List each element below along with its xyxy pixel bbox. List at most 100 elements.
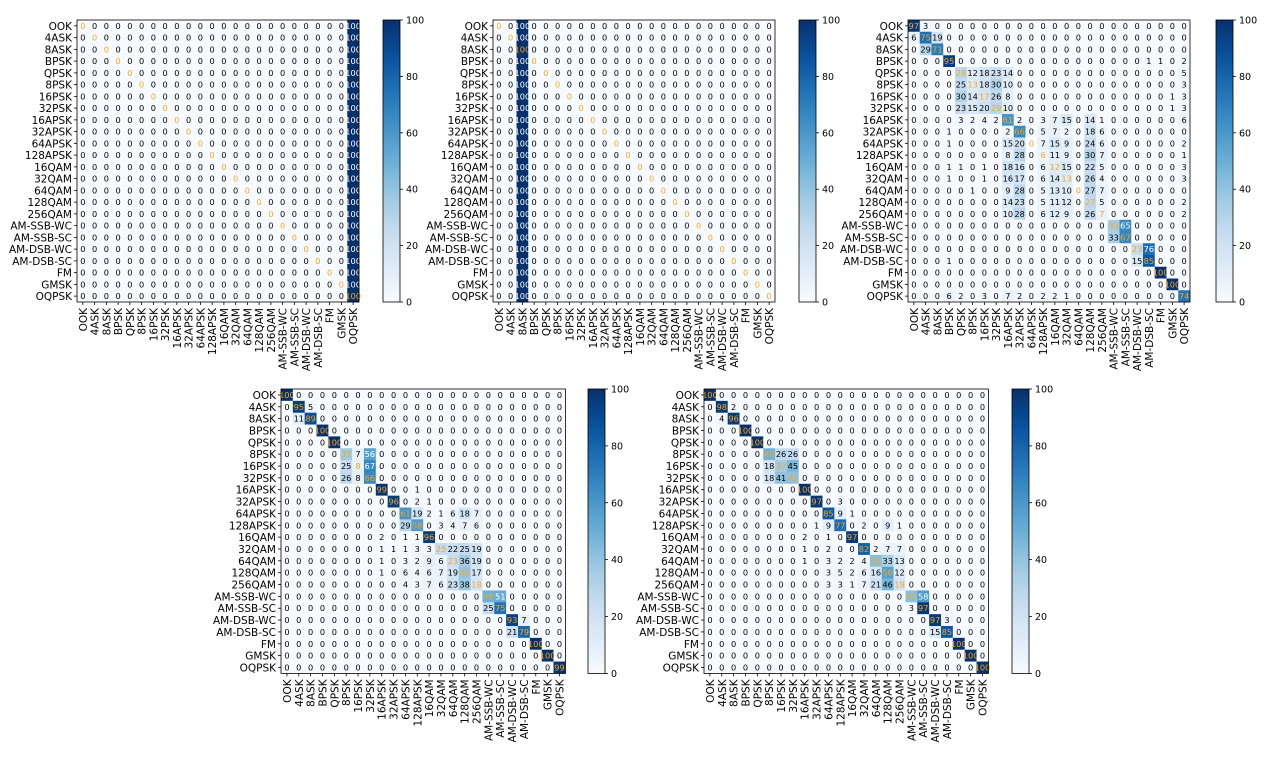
cell-value-label: 0 bbox=[1064, 268, 1069, 278]
cell-value-label: 0 bbox=[403, 603, 408, 613]
cell-value-label: 0 bbox=[92, 115, 97, 125]
cell-value-label: 100 bbox=[345, 256, 361, 266]
cell-value-label: 0 bbox=[104, 244, 109, 254]
cell-value-label: 0 bbox=[391, 568, 396, 578]
y-tick-label: 16PSK bbox=[243, 461, 277, 473]
cell-value-label: 0 bbox=[344, 615, 349, 625]
cell-value-label: 0 bbox=[308, 651, 313, 661]
cell-value-label: 0 bbox=[545, 461, 550, 471]
cell-value-label: 2 bbox=[1064, 127, 1069, 137]
cell-value-label: 0 bbox=[545, 568, 550, 578]
cell-value-label: 0 bbox=[139, 244, 144, 254]
cell-value-label: 18 bbox=[1003, 162, 1013, 172]
colorbar-tick-label: 20 bbox=[822, 241, 834, 252]
cell-value-label: 0 bbox=[1111, 256, 1116, 266]
cell-value-label: 0 bbox=[626, 103, 631, 113]
cell-value-label: 0 bbox=[720, 232, 725, 242]
cell-value-label: 0 bbox=[590, 21, 595, 31]
y-tick-label: AM-SSB-SC bbox=[14, 232, 72, 244]
cell-value-label: 0 bbox=[80, 232, 85, 242]
cell-value-label: 0 bbox=[708, 150, 713, 160]
cell-value-label: 0 bbox=[284, 544, 289, 554]
cell-value-label: 0 bbox=[304, 80, 309, 90]
y-tick-label: 32PSK bbox=[243, 473, 277, 485]
cell-value-label: 3 bbox=[415, 580, 420, 590]
cell-value-label: 0 bbox=[355, 520, 360, 530]
cell-value-label: 35 bbox=[1108, 221, 1118, 231]
cell-value-label: 0 bbox=[245, 185, 250, 195]
cell-value-label: 0 bbox=[1123, 138, 1128, 148]
y-tick-label: AM-DSB-WC bbox=[840, 244, 903, 256]
cell-value-label: 0 bbox=[355, 627, 360, 637]
cell-value-label: 12 bbox=[967, 68, 977, 78]
y-tick-label: OQPSK bbox=[36, 291, 74, 303]
cell-value-label: 0 bbox=[1123, 279, 1128, 289]
cell-value-label: 0 bbox=[731, 21, 736, 31]
cell-value-label: 0 bbox=[257, 80, 262, 90]
cell-value-label: 0 bbox=[1052, 91, 1057, 101]
cell-value-label: 0 bbox=[339, 291, 344, 301]
cell-value-label: 0 bbox=[367, 425, 372, 435]
cell-value-label: 0 bbox=[308, 390, 313, 400]
cell-value-label: 0 bbox=[533, 568, 538, 578]
cell-value-label: 0 bbox=[450, 449, 455, 459]
cell-value-label: 0 bbox=[614, 138, 619, 148]
cell-value-label: 0 bbox=[579, 279, 584, 289]
cell-value-label: 29 bbox=[400, 520, 410, 530]
cell-value-label: 0 bbox=[935, 127, 940, 137]
cell-value-label: 0 bbox=[626, 221, 631, 231]
cell-value-label: 0 bbox=[116, 115, 121, 125]
cell-value-label: 0 bbox=[1029, 80, 1034, 90]
cell-value-label: 0 bbox=[579, 256, 584, 266]
cell-value-label: 0 bbox=[1099, 80, 1104, 90]
y-tick-label: AM-SSB-WC bbox=[841, 221, 903, 233]
cell-value-label: 0 bbox=[708, 232, 713, 242]
cell-value-label: 0 bbox=[210, 291, 215, 301]
cell-value-label: 0 bbox=[245, 80, 250, 90]
cell-value-label: 0 bbox=[221, 80, 226, 90]
cell-value-label: 0 bbox=[367, 627, 372, 637]
cell-value-label: 0 bbox=[911, 80, 916, 90]
cell-value-label: 0 bbox=[755, 80, 760, 90]
cell-value-label: 0 bbox=[1135, 162, 1140, 172]
cell-value-label: 0 bbox=[649, 256, 654, 266]
cell-value-label: 0 bbox=[935, 232, 940, 242]
heatmap-cell bbox=[218, 67, 231, 80]
cell-value-label: 9 bbox=[1064, 150, 1069, 160]
cell-value-label: 4 bbox=[1099, 174, 1104, 184]
heatmap-cell bbox=[135, 67, 148, 80]
cell-value-label: 0 bbox=[708, 21, 713, 31]
cell-value-label: 0 bbox=[1123, 115, 1128, 125]
cell-value-label: 3 bbox=[923, 21, 928, 31]
cell-value-label: 0 bbox=[567, 268, 572, 278]
cell-value-label: 0 bbox=[911, 103, 916, 113]
cell-value-label: 0 bbox=[1158, 103, 1163, 113]
cell-value-label: 0 bbox=[767, 232, 772, 242]
cell-value-label: 0 bbox=[427, 639, 432, 649]
heatmap-cell bbox=[194, 55, 207, 68]
cell-value-label: 0 bbox=[521, 473, 526, 483]
cell-value-label: 6 bbox=[911, 33, 916, 43]
cell-value-label: 11 bbox=[1050, 197, 1060, 207]
cell-value-label: 0 bbox=[151, 185, 156, 195]
cell-value-label: 0 bbox=[684, 268, 689, 278]
cell-value-label: 0 bbox=[474, 390, 479, 400]
cell-value-label: 0 bbox=[280, 33, 285, 43]
cell-value-label: 15 bbox=[1061, 115, 1071, 125]
cell-value-label: 0 bbox=[1041, 91, 1046, 101]
cell-value-label: 0 bbox=[315, 221, 320, 231]
cell-value-label: 6 bbox=[427, 568, 432, 578]
cell-value-label: 3 bbox=[438, 520, 443, 530]
cell-value-label: 0 bbox=[614, 232, 619, 242]
cell-value-label: 0 bbox=[80, 115, 85, 125]
cell-value-label: 0 bbox=[923, 185, 928, 195]
cell-value-label: 0 bbox=[174, 138, 179, 148]
cell-value-label: 0 bbox=[1123, 80, 1128, 90]
cell-value-label: 10 bbox=[1003, 80, 1013, 90]
cell-value-label: 0 bbox=[994, 244, 999, 254]
cell-value-label: 0 bbox=[555, 291, 560, 301]
cell-value-label: 0 bbox=[509, 402, 514, 412]
cell-value-label: 0 bbox=[579, 174, 584, 184]
cell-value-label: 0 bbox=[174, 21, 179, 31]
cell-value-label: 0 bbox=[1017, 56, 1022, 66]
